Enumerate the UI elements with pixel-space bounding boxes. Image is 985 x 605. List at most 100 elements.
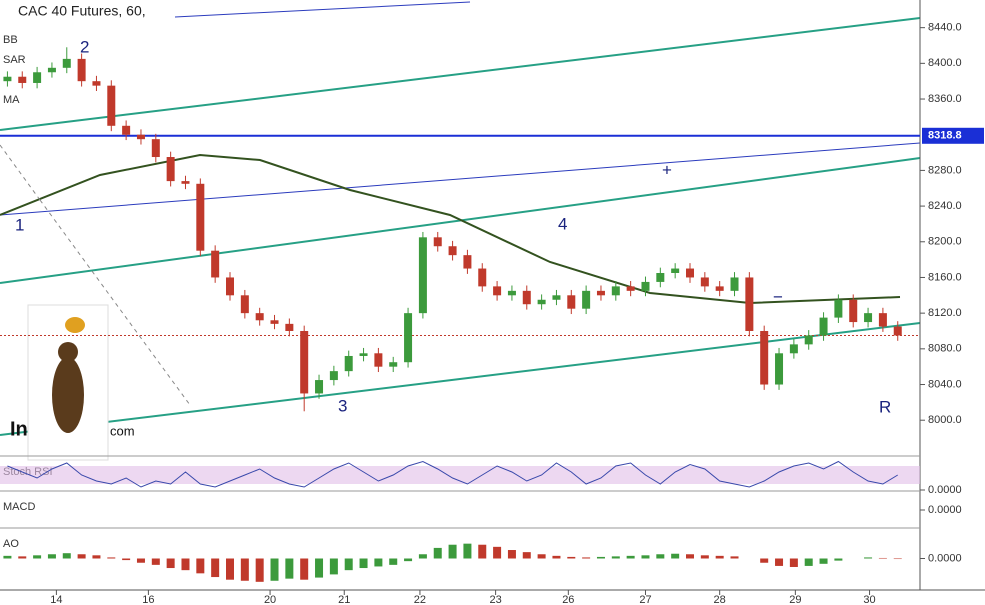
watermark: In com bbox=[10, 304, 135, 461]
histogram-bar bbox=[567, 556, 576, 559]
panel-band bbox=[0, 466, 920, 484]
y-tick-label: 8400.0 bbox=[928, 57, 962, 69]
x-tick-label: 28 bbox=[714, 594, 726, 605]
candle-body bbox=[404, 313, 413, 363]
histogram-bar bbox=[834, 558, 843, 561]
histogram-bar bbox=[760, 558, 769, 563]
histogram-bar bbox=[107, 557, 116, 559]
x-tick-label: 22 bbox=[414, 594, 426, 605]
histogram-bar bbox=[626, 555, 635, 559]
candle-body bbox=[136, 134, 145, 140]
watermark-text: In bbox=[10, 418, 28, 440]
candle-body bbox=[315, 380, 324, 394]
candle-body bbox=[92, 81, 101, 86]
candle-body bbox=[596, 290, 605, 296]
histogram-bar bbox=[804, 558, 813, 566]
annotation: 2 bbox=[80, 37, 89, 56]
histogram-bar bbox=[33, 555, 42, 559]
candle-body bbox=[686, 268, 694, 278]
candle-body bbox=[433, 237, 442, 247]
candle-body bbox=[300, 330, 309, 394]
y-tick-label: 8160.0 bbox=[928, 271, 962, 283]
y-tick-label: 0.0000 bbox=[928, 552, 962, 564]
x-tick-label: 16 bbox=[142, 594, 154, 605]
histogram-bar bbox=[151, 558, 160, 565]
candle-body bbox=[47, 67, 56, 73]
candle-body bbox=[196, 183, 205, 251]
candle-body bbox=[448, 246, 457, 256]
histogram-bar bbox=[552, 555, 561, 559]
candle-body bbox=[493, 286, 502, 296]
histogram-bar bbox=[226, 558, 234, 580]
candle-body bbox=[151, 139, 160, 158]
histogram-bar bbox=[270, 558, 279, 581]
histogram-bar bbox=[62, 553, 71, 559]
histogram-bar bbox=[730, 556, 739, 559]
histogram-bar bbox=[196, 558, 205, 574]
histogram-bar bbox=[3, 555, 12, 559]
candle-body bbox=[181, 181, 190, 184]
candle-body bbox=[745, 277, 754, 331]
candle-body bbox=[389, 362, 398, 367]
candle-body bbox=[537, 299, 546, 305]
annotation: − bbox=[773, 287, 783, 306]
histogram-bar bbox=[404, 558, 413, 562]
candle-body bbox=[359, 353, 368, 356]
candle-body bbox=[878, 313, 887, 327]
y-tick-label: 0.0000 bbox=[928, 484, 962, 496]
candle-body bbox=[611, 286, 620, 296]
indicator-label: SAR bbox=[3, 54, 26, 66]
annotation: 4 bbox=[558, 214, 567, 233]
candle-body bbox=[834, 299, 843, 318]
logo-bear bbox=[52, 357, 84, 433]
candle-body bbox=[62, 58, 71, 68]
candle-body bbox=[255, 313, 264, 321]
histogram-bar bbox=[136, 558, 145, 563]
candle-body bbox=[240, 295, 249, 314]
y-tick-label: 0.0000 bbox=[928, 504, 962, 516]
y-tick-label: 8000.0 bbox=[928, 414, 962, 426]
candle-body bbox=[730, 277, 739, 291]
candle-body bbox=[107, 85, 116, 126]
histogram-bar bbox=[789, 558, 798, 567]
candle-body bbox=[522, 290, 531, 305]
candle-body bbox=[626, 286, 635, 291]
fib-line bbox=[39, 199, 191, 406]
candle-body bbox=[656, 273, 665, 282]
histogram-bar bbox=[92, 555, 101, 559]
histogram-bar bbox=[893, 558, 902, 560]
indicator-label: MA bbox=[3, 94, 20, 106]
histogram-bar bbox=[122, 558, 131, 561]
candle-body bbox=[33, 72, 42, 83]
histogram-bar bbox=[374, 558, 383, 567]
histogram-bar bbox=[522, 552, 531, 559]
x-tick-label: 29 bbox=[789, 594, 801, 605]
histogram-bar bbox=[18, 556, 27, 559]
histogram-bar bbox=[211, 558, 220, 578]
moving-average bbox=[0, 153, 901, 305]
histogram-bar bbox=[47, 554, 56, 559]
histogram-bar bbox=[671, 553, 680, 559]
candle-body bbox=[226, 277, 234, 296]
histogram-bar bbox=[478, 544, 487, 559]
histogram-bar bbox=[240, 558, 249, 581]
histogram-bar bbox=[582, 557, 591, 559]
histogram-bar bbox=[389, 558, 398, 565]
candle-body bbox=[804, 335, 813, 345]
y-tick-label: 8120.0 bbox=[928, 307, 962, 319]
x-tick-label: 20 bbox=[264, 594, 276, 605]
candle-body bbox=[715, 286, 724, 291]
candle-body bbox=[329, 371, 338, 381]
price-label: 8318.8 bbox=[928, 130, 962, 142]
histogram-bar bbox=[463, 543, 472, 559]
candle-body bbox=[819, 317, 828, 336]
histogram-bar bbox=[344, 558, 353, 571]
x-tick-label: 30 bbox=[863, 594, 875, 605]
panel-label: MACD bbox=[3, 501, 35, 513]
histogram-bar bbox=[537, 554, 546, 559]
histogram-bar bbox=[715, 555, 724, 559]
candle-body bbox=[166, 157, 175, 182]
price-label-box bbox=[922, 127, 984, 144]
candle-body bbox=[582, 290, 591, 309]
histogram-bar bbox=[329, 558, 338, 575]
